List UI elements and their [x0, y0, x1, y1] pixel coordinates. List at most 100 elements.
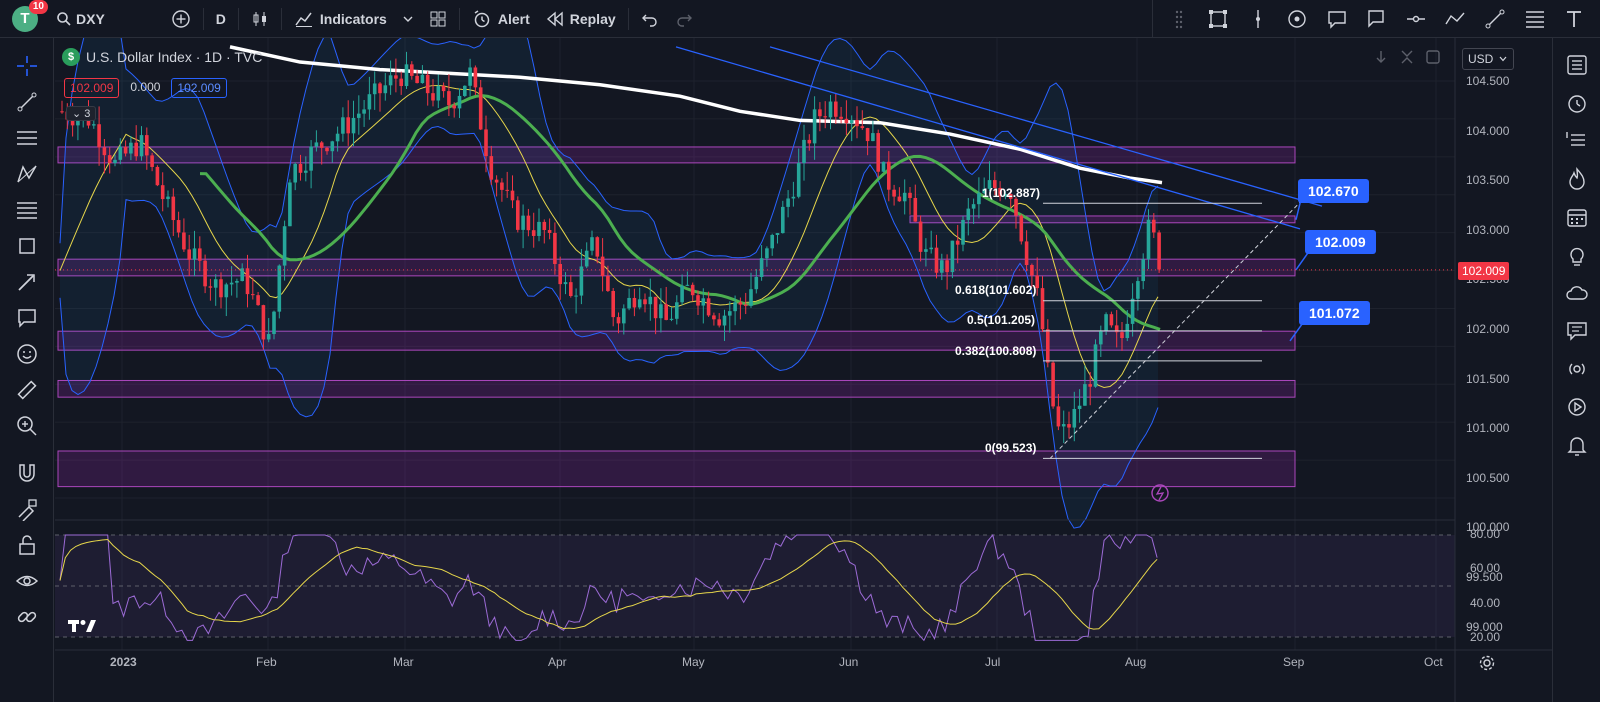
candle-body: [569, 282, 573, 297]
candles-icon: [253, 11, 266, 26]
compare-symbol-button[interactable]: [163, 4, 199, 34]
time-tick-label: Mar: [393, 655, 414, 669]
candle-body: [1077, 405, 1082, 409]
alarm-clock-icon: [474, 9, 490, 27]
candle-body: [219, 279, 223, 298]
shapes-tool-icon[interactable]: [12, 231, 42, 261]
candle-body: [738, 302, 743, 305]
path-tool-icon[interactable]: [1444, 8, 1466, 30]
broadcast-play-icon[interactable]: [1563, 393, 1591, 421]
rsi-tick-label: 40.00: [1470, 595, 1501, 610]
hotlists-flame-icon[interactable]: [1563, 165, 1591, 193]
candle-body: [993, 180, 997, 188]
horizontal-lines-icon[interactable]: [12, 123, 42, 153]
candle-body: [224, 284, 229, 298]
price-chart-canvas[interactable]: [55, 38, 1552, 702]
trend-line-icon[interactable]: [12, 87, 42, 117]
notifications-bell-icon[interactable]: [1563, 431, 1591, 459]
candle-body: [367, 94, 372, 110]
ideas-lightbulb-icon[interactable]: [1563, 241, 1591, 269]
trend-line: [675, 46, 1301, 230]
candle-body: [97, 124, 101, 148]
indicator-templates-button[interactable]: [395, 4, 421, 34]
redo-button[interactable]: [667, 4, 701, 34]
candle-body: [807, 139, 812, 144]
trend-line-tool-icon[interactable]: [1484, 8, 1506, 30]
layouts-button[interactable]: [421, 4, 455, 34]
user-avatar[interactable]: T 10: [12, 0, 48, 32]
collapse-pane-icon[interactable]: [1398, 48, 1416, 71]
zoom-in-icon[interactable]: [12, 411, 42, 441]
lock-icon[interactable]: [12, 530, 42, 560]
drag-handle-icon[interactable]: [1168, 8, 1190, 30]
candle-body: [786, 198, 790, 207]
chats-icon[interactable]: [1563, 317, 1591, 345]
zone-rect: [57, 258, 1296, 277]
candle-body: [325, 147, 329, 152]
candle-body: [1067, 424, 1071, 428]
candle-body: [887, 161, 891, 190]
price-tick-label: 100.500: [1466, 470, 1510, 485]
candle-body: [256, 295, 260, 306]
brush-tool-icon[interactable]: [12, 267, 42, 297]
candle-body: [749, 289, 753, 306]
candle-body: [637, 299, 642, 308]
indicators-button[interactable]: Indicators: [286, 4, 395, 34]
lock-drawing-icon[interactable]: [12, 494, 42, 524]
fib-retracement-tool-icon[interactable]: [1524, 8, 1546, 30]
chevron-down-icon: [403, 16, 413, 22]
price-callout-lower[interactable]: 101.072: [1299, 301, 1370, 325]
candle-body: [1072, 408, 1077, 428]
candle-body: [505, 189, 509, 191]
crosshair-tool-icon[interactable]: [12, 51, 42, 81]
eye-icon[interactable]: [12, 566, 42, 596]
right-widget-bar: [1552, 38, 1600, 702]
candle-body: [754, 276, 759, 290]
event-lightning-icon: [1155, 486, 1165, 501]
chart-type-button[interactable]: [243, 4, 277, 34]
candle-body: [107, 155, 112, 164]
circle-target-tool-icon[interactable]: [1286, 8, 1308, 30]
horizontal-ray-tool-icon[interactable]: [1405, 8, 1427, 30]
comment-tool-icon[interactable]: [1365, 8, 1387, 30]
data-window-icon[interactable]: [1563, 127, 1591, 155]
candle-body: [977, 193, 981, 205]
pattern-tool-icon[interactable]: [12, 159, 42, 189]
undo-icon: [641, 14, 657, 27]
emoji-tool-icon[interactable]: [12, 339, 42, 369]
alerts-clock-icon[interactable]: [1563, 89, 1591, 117]
rectangle-tool-icon[interactable]: [1207, 8, 1229, 30]
text-tool-icon[interactable]: [1563, 8, 1585, 30]
news-cloud-icon[interactable]: [1563, 279, 1591, 307]
symbol-search-button[interactable]: DXY: [48, 4, 113, 34]
indicators-collapse-toggle[interactable]: ⌄ 3: [66, 106, 97, 121]
callout-tool-icon[interactable]: [1326, 8, 1348, 30]
watchlist-icon[interactable]: [1563, 51, 1591, 79]
candle-body: [251, 294, 255, 296]
candle-body: [335, 133, 340, 142]
ruler-tool-icon[interactable]: [12, 375, 42, 405]
streams-icon[interactable]: [1563, 355, 1591, 383]
replay-button[interactable]: Replay: [538, 4, 624, 34]
bollinger-lower-line: [59, 125, 1159, 529]
annotation-tool-icon[interactable]: [12, 303, 42, 333]
currency-selector[interactable]: USD: [1462, 48, 1514, 70]
settings-gear-icon[interactable]: [1478, 654, 1496, 677]
interval-button[interactable]: D: [215, 10, 226, 27]
move-down-icon[interactable]: [1372, 48, 1390, 71]
undo-button[interactable]: [633, 4, 667, 34]
divider: [280, 7, 282, 30]
maximize-pane-icon[interactable]: [1424, 48, 1442, 71]
vertical-line-tool-icon[interactable]: [1247, 8, 1269, 30]
magnet-icon[interactable]: [12, 458, 42, 488]
link-icon[interactable]: [12, 602, 42, 632]
calendar-icon[interactable]: [1563, 203, 1591, 231]
symbol-title[interactable]: U.S. Dollar Index · 1D · TVC: [86, 49, 263, 65]
alert-button[interactable]: Alert: [464, 4, 538, 34]
candle-body: [584, 250, 589, 267]
candle-body: [839, 116, 843, 119]
price-callout-middle[interactable]: 102.009: [1305, 230, 1376, 254]
price-callout-upper[interactable]: 102.670: [1298, 179, 1369, 203]
rsi-tick-label: 80.00: [1470, 527, 1501, 541]
fib-tools-icon[interactable]: [12, 195, 42, 225]
